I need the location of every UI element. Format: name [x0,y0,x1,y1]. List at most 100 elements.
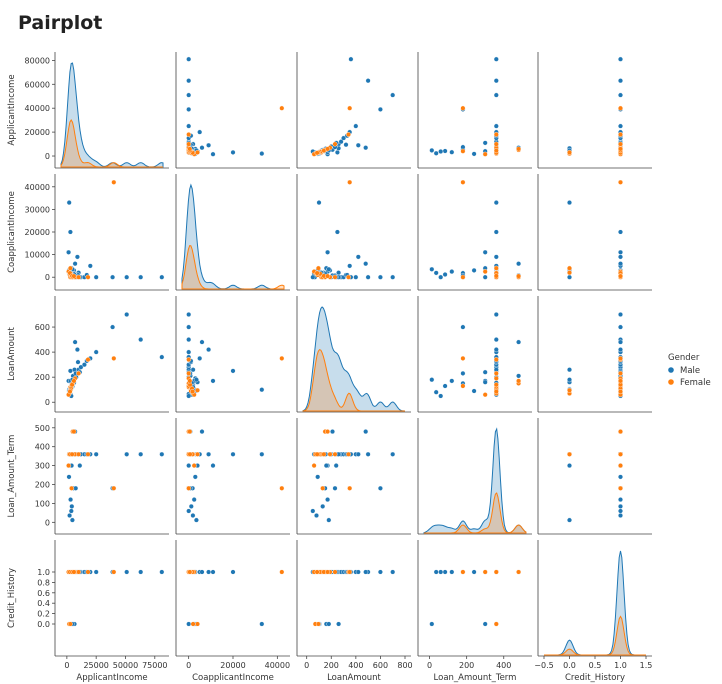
scatter-point-female [482,392,488,398]
legend-label-female: Female [680,378,711,388]
scatter-point-female [460,383,466,389]
scatter-point-male [316,200,322,206]
page-title: Pairplot [18,12,103,34]
x-axis-label: Credit_History [565,673,625,683]
y-tick-label: 20000 [25,228,50,237]
scatter-point-male [449,269,455,275]
y-tick-label: 0.8 [37,578,50,587]
scatter-point-female [69,451,75,457]
scatter-point-male [442,272,448,278]
scatter-point-male [460,370,466,376]
scatter-point-male [206,142,212,148]
legend-marker-female [668,379,674,385]
scatter-point-female [618,131,624,137]
scatter-point-female [347,105,353,111]
scatter-point-male [618,474,624,480]
scatter-point-female [493,569,499,575]
scatter-point-male [516,373,522,379]
scatter-point-male [124,569,130,575]
scatter-point-male [186,393,192,399]
scatter-point-female [67,621,73,627]
scatter-point-male [618,229,624,235]
scatter-point-male [343,142,349,148]
scatter-point-female [618,463,624,469]
scatter-point-male [365,78,371,84]
scatter-point-male [567,274,573,280]
y-tick-label: 40000 [25,183,50,192]
scatter-point-female [186,357,192,363]
scatter-point-male [74,254,80,260]
scatter-point-male [259,387,265,393]
scatter-point-male [230,569,236,575]
y-tick-label: 0 [45,398,50,407]
scatter-point-male [69,517,75,523]
y-tick-label: 30000 [25,205,50,214]
scatter-point-male [442,383,448,389]
scatter-point-female [111,569,117,575]
legend-label-male: Male [680,366,700,376]
scatter-point-female [111,179,117,185]
scatter-point-female [279,355,285,361]
y-axis-label: ApplicantIncome [7,74,17,145]
scatter-point-female [76,569,82,575]
scatter-point-female [567,149,573,155]
x-tick-label: 200 [324,661,339,670]
scatter-point-female [332,569,338,575]
scatter-point-female [325,429,331,435]
scatter-point-female [85,357,91,363]
y-tick-label: 40000 [25,104,50,113]
scatter-point-female [191,463,197,469]
scatter-point-male [230,368,236,374]
scatter-point-female [618,485,624,491]
scatter-point-male [333,463,339,469]
y-tick-label: 0 [45,152,50,161]
scatter-point-male [618,513,624,519]
scatter-point-male [363,145,369,151]
scatter-point-male [618,249,624,255]
scatter-point-male [493,56,499,62]
scatter-point-male [259,151,265,157]
scatter-point-female [516,146,522,152]
scatter-point-male [449,569,455,575]
y-tick-label: 0 [45,273,50,282]
scatter-point-female [186,370,192,376]
scatter-point-male [206,569,212,575]
scatter-point-female [332,274,338,280]
y-tick-label: 200 [35,373,50,382]
x-tick-label: 50000 [113,661,138,670]
scatter-point-male [618,312,624,318]
scatter-point-male [193,377,199,383]
scatter-point-male [433,270,439,276]
scatter-point-male [355,451,361,457]
scatter-point-male [618,56,624,62]
scatter-point-female [567,265,573,271]
scatter-point-female [279,485,285,491]
scatter-point-female [460,274,466,280]
scatter-point-female [618,105,624,111]
scatter-point-female [67,265,73,271]
x-tick-label: 0 [64,661,69,670]
scatter-point-female [346,274,352,280]
scatter-point-female [482,151,488,157]
y-tick-label: 0.6 [37,589,50,598]
x-tick-label: 200 [459,661,474,670]
scatter-point-male [138,451,144,457]
scatter-point-male [210,151,216,157]
kde-male-coapplicantincome [181,183,284,290]
scatter-point-male [66,474,72,480]
scatter-point-male [355,142,361,148]
scatter-point-female [186,485,192,491]
scatter-point-female [194,451,200,457]
scatter-point-male [68,497,74,503]
scatter-point-male [320,503,326,509]
y-tick-label: 80000 [25,56,50,65]
scatter-point-male [493,200,499,206]
scatter-point-male [186,312,192,318]
scatter-point-male [206,451,212,457]
scatter-point-female [618,429,624,435]
scatter-point-male [191,497,197,503]
scatter-point-female [482,569,488,575]
kde-female-applicantincome [60,119,163,168]
x-tick-label: 1.0 [614,661,627,670]
